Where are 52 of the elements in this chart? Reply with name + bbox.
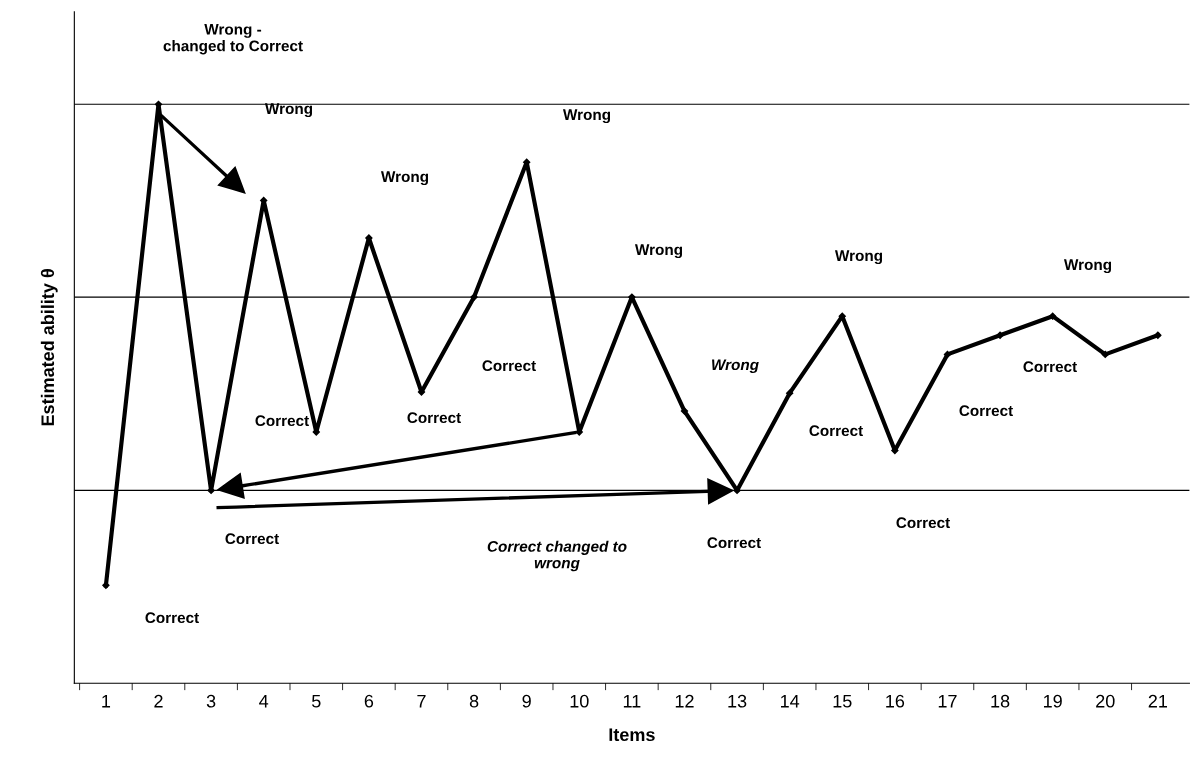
x-tick-label: 20 <box>1096 694 1115 708</box>
x-tick-label: 11 <box>623 694 641 708</box>
annotation: Correct <box>482 360 536 372</box>
x-tick-label: 3 <box>206 694 216 708</box>
x-tick-label: 8 <box>469 694 479 708</box>
annotation: Correct <box>896 517 950 529</box>
x-tick-label: 21 <box>1148 694 1168 708</box>
point <box>680 407 689 415</box>
x-tick-label: 19 <box>1043 694 1062 708</box>
point <box>1049 312 1057 320</box>
x-tick-label: 1 <box>102 694 111 708</box>
text: Wrong - changed to Correct <box>163 24 303 55</box>
x-tick-label: 9 <box>522 694 531 708</box>
annotation: Correct <box>1023 361 1077 373</box>
annotation: Correct <box>225 533 279 545</box>
point <box>786 389 794 397</box>
x-tick-label: 15 <box>833 694 852 708</box>
x-tick-label: 14 <box>781 694 800 708</box>
annotation: Correct <box>255 415 309 427</box>
annotation: Correct changed to wrong <box>487 540 627 572</box>
annotation: Wrong <box>712 359 759 374</box>
x-tick-label: 12 <box>675 694 694 708</box>
x-tick-label: 7 <box>417 694 426 708</box>
x-tick-label: 2 <box>154 694 163 708</box>
x-tick-label: 10 <box>570 694 589 708</box>
point <box>1154 331 1162 339</box>
y-axis-title: Estimated ability θ <box>40 269 58 426</box>
x-tick-label: 18 <box>991 694 1010 708</box>
annotation: Wrong <box>264 103 313 118</box>
point <box>102 581 110 589</box>
annotation: Wrong <box>562 109 611 124</box>
x-tick-label: 5 <box>311 694 321 708</box>
point <box>1101 350 1109 359</box>
annotation: Wrong <box>380 171 429 186</box>
x-axis-title: Items <box>609 728 655 742</box>
point <box>154 100 163 108</box>
annotation: Correct <box>145 612 199 624</box>
annotation: Correct <box>407 412 461 424</box>
x-tick-label: 17 <box>938 694 957 708</box>
x-tick-label: 4 <box>259 694 269 708</box>
point <box>996 331 1004 339</box>
annotation: Correct <box>809 425 863 437</box>
x-tick-label: 6 <box>364 694 374 708</box>
annotation: Correct <box>959 405 1013 417</box>
annotation: Wrong <box>1063 259 1112 274</box>
annotation: Wrong <box>834 250 883 265</box>
point <box>943 350 952 359</box>
point <box>470 293 478 301</box>
x-tick-label: 13 <box>728 694 747 708</box>
annotation: Wrong <box>634 244 683 259</box>
x-tick-label: 16 <box>886 694 905 708</box>
annotation: Correct <box>707 537 761 549</box>
